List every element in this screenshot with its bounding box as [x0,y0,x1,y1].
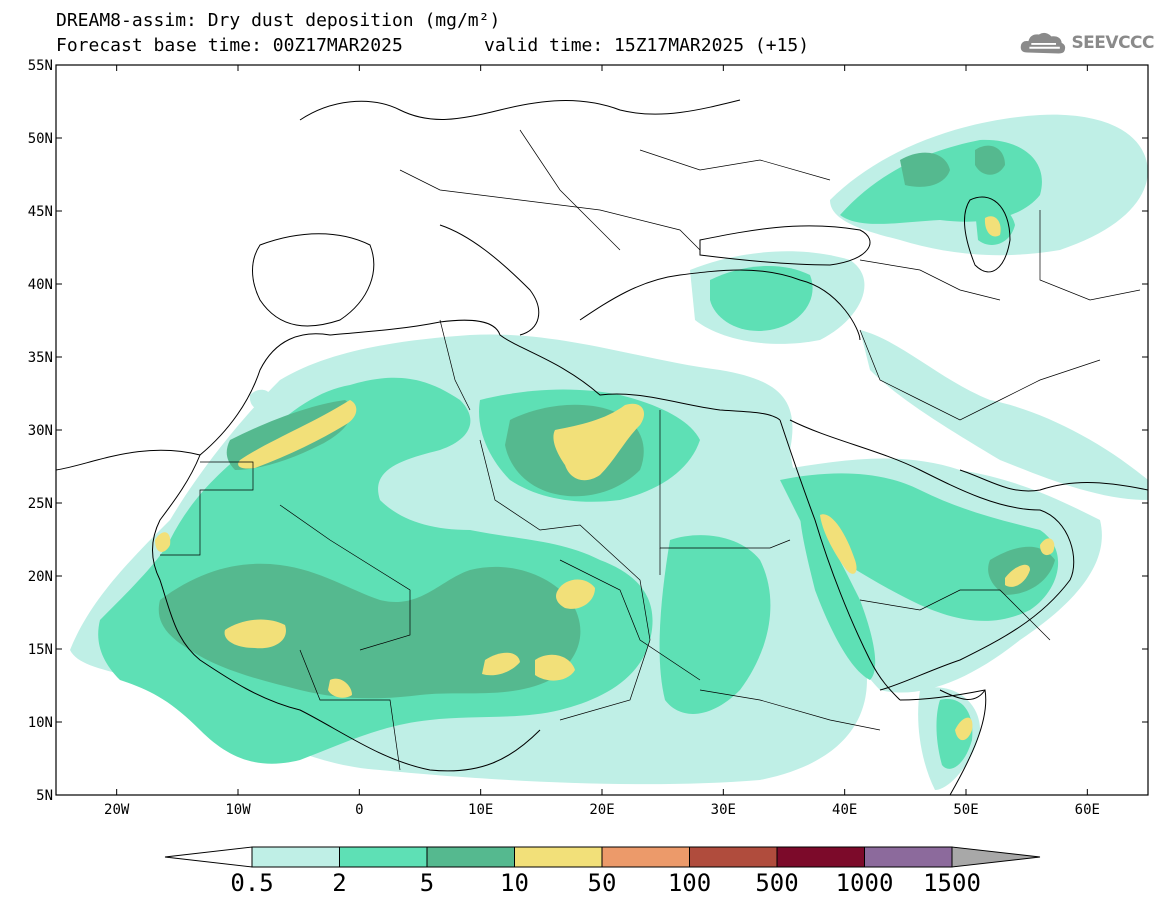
colorbar-swatch [689,846,778,868]
colorbar-swatch [776,846,865,868]
seevccc-logo: SEEVCCC [1018,29,1154,57]
lon-tick-label: 20E [589,802,614,818]
colorbar-label: 2 [332,869,347,897]
lat-tick-label: 35N [28,350,53,366]
colorbar-label: 1500 [923,869,981,897]
lon-tick-label: 60E [1075,802,1100,818]
cloud-logo-icon [1020,32,1066,54]
colorbar-low-arrow [164,846,253,868]
lon-tick-label: 10E [468,802,493,818]
colorbar-label: 5 [419,869,435,897]
colorbar-swatch [601,846,690,868]
colorbar-label: 100 [667,869,712,897]
longitude-axis: 20W 10W 0 10E 20E 30E 40E 50E 60E [104,65,1100,818]
map-title: DREAM8-assim: Dry dust deposition (mg/m²… [56,10,501,31]
valid-time: valid time: 15Z17MAR2025 (+15) [484,35,810,56]
colorbar-swatch [426,846,515,868]
colorbar-swatch [339,846,428,868]
lon-tick-label: 10W [225,802,251,818]
lat-tick-label: 45N [28,204,53,220]
lat-tick-label: 40N [28,277,53,293]
lon-tick-label: 50E [953,802,978,818]
lon-tick-label: 30E [711,802,736,818]
colorbar [164,846,1041,868]
colorbar-label: 0.5 [230,869,274,897]
colorbar-label: 10 [500,869,529,897]
lat-tick-label: 15N [28,642,53,658]
logo-text: SEEVCCC [1071,33,1154,53]
colorbar-label: 1000 [835,869,894,897]
lat-tick-label: 50N [28,131,53,147]
lat-tick-label: 25N [28,496,53,512]
colorbar-label: 500 [755,869,799,897]
forecast-base-time: Forecast base time: 00Z17MAR2025 [56,35,403,56]
lat-tick-label: 10N [28,715,53,731]
colorbar-label: 50 [587,869,617,897]
colorbar-swatch [514,846,603,868]
lon-tick-label: 40E [832,802,857,818]
dust-level-10 [155,216,1055,741]
lat-tick-label: 20N [28,569,53,585]
lat-tick-label: 55N [28,58,53,74]
colorbar-high-arrow [951,846,1041,868]
latitude-axis: 55N 50N 45N 40N 35N 30N 25N 20N 15N 10N 5N [28,58,1148,804]
lat-tick-label: 30N [28,423,53,439]
lat-tick-label: 5N [36,788,53,804]
lon-tick-label: 0 [355,802,363,818]
dust-field [56,99,1148,795]
colorbar-swatch [864,846,953,868]
colorbar-swatch [251,846,340,868]
country-borders [160,129,1141,771]
coastlines [56,99,1148,795]
lon-tick-label: 20W [104,802,130,818]
